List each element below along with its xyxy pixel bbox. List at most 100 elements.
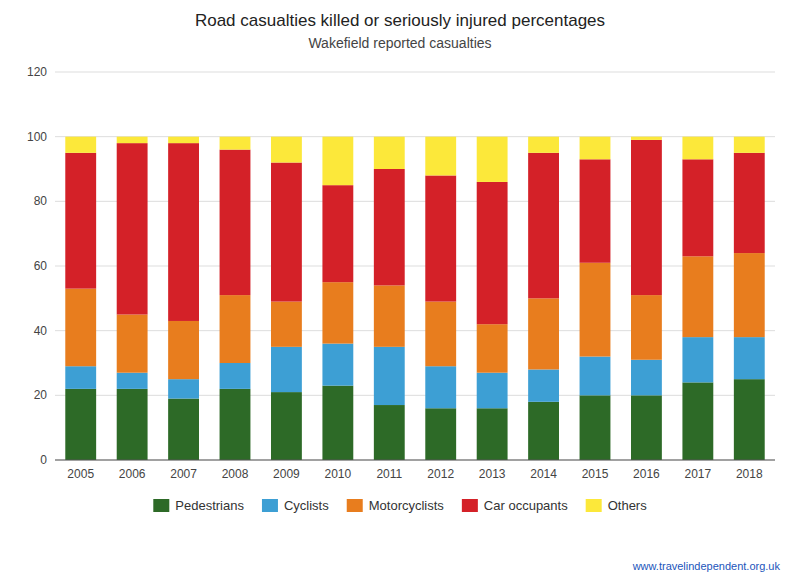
- bar-segment: [425, 408, 456, 460]
- x-tick-label: 2016: [633, 467, 660, 481]
- bar-segment: [271, 347, 302, 392]
- bar-segment: [322, 282, 353, 343]
- bar-segment: [117, 137, 148, 143]
- bar-segment: [374, 347, 405, 405]
- x-tick-label: 2014: [530, 467, 557, 481]
- bar-segment: [682, 337, 713, 382]
- bar-segment: [168, 137, 199, 143]
- bar-segment: [65, 137, 96, 153]
- bar-segment: [631, 137, 662, 140]
- x-tick-label: 2005: [67, 467, 94, 481]
- grid-line: [55, 201, 775, 202]
- legend-swatch: [153, 499, 169, 512]
- bars: [65, 137, 764, 460]
- y-tick-label: 0: [40, 453, 47, 467]
- bar-segment: [374, 405, 405, 460]
- bar-segment: [117, 389, 148, 460]
- bar-segment: [528, 137, 559, 153]
- bar-segment: [322, 344, 353, 386]
- bar-segment: [580, 159, 611, 262]
- legend-item: Others: [586, 498, 648, 513]
- grid-line: [55, 330, 775, 331]
- bar-segment: [631, 140, 662, 295]
- x-tick-label: 2007: [170, 467, 197, 481]
- bar-segment: [528, 298, 559, 369]
- bar-segment: [117, 315, 148, 373]
- bar-segment: [477, 324, 508, 373]
- bar-segment: [734, 379, 765, 460]
- grid-line: [55, 395, 775, 396]
- legend-item: Car occupants: [462, 498, 568, 513]
- bar-segment: [65, 366, 96, 389]
- grid-line: [55, 266, 775, 267]
- legend-swatch: [262, 499, 278, 512]
- bar-segment: [682, 256, 713, 337]
- y-tick-label: 80: [34, 194, 48, 208]
- y-tick-label: 100: [27, 130, 47, 144]
- bar-segment: [322, 185, 353, 282]
- bar-segment: [734, 337, 765, 379]
- bar-segment: [734, 137, 765, 153]
- bar-segment: [682, 382, 713, 460]
- bar-segment: [682, 159, 713, 256]
- bar-segment: [580, 395, 611, 460]
- title: Road casualties killed or seriously inju…: [195, 11, 605, 30]
- bar-segment: [682, 137, 713, 160]
- bar-segment: [734, 153, 765, 253]
- bar-segment: [220, 295, 251, 363]
- bar-segment: [271, 392, 302, 460]
- grid-line: [55, 460, 775, 461]
- x-tick-label: 2015: [582, 467, 609, 481]
- legend-swatch: [347, 499, 363, 512]
- bar-segment: [425, 137, 456, 176]
- legend-item: Pedestrians: [153, 498, 244, 513]
- x-tick-label: 2006: [119, 467, 146, 481]
- bar-segment: [168, 143, 199, 321]
- x-tick-label: 2008: [222, 467, 249, 481]
- bar-segment: [425, 366, 456, 408]
- bar-segment: [477, 373, 508, 409]
- bar-segment: [374, 137, 405, 169]
- bar-segment: [117, 143, 148, 314]
- x-tick-label: 2013: [479, 467, 506, 481]
- bar-segment: [220, 137, 251, 150]
- bar-segment: [374, 285, 405, 346]
- bar-segment: [425, 302, 456, 367]
- grid: [55, 72, 775, 460]
- legend-label: Motorcyclists: [369, 498, 445, 513]
- x-tick-label: 2010: [325, 467, 352, 481]
- y-tick-label: 40: [34, 324, 48, 338]
- bar-segment: [117, 373, 148, 389]
- bar-segment: [580, 263, 611, 357]
- x-tick-label: 2011: [376, 467, 402, 481]
- legend-item: Cyclists: [262, 498, 329, 513]
- legend-swatch: [462, 499, 478, 512]
- bar-segment: [65, 153, 96, 289]
- bar-segment: [271, 163, 302, 302]
- bar-segment: [65, 389, 96, 460]
- bar-segment: [425, 175, 456, 301]
- y-tick-label: 60: [34, 259, 48, 273]
- legend: Pedestrians Cyclists Motorcyclists Car occu…: [153, 498, 647, 513]
- bar-segment: [528, 153, 559, 298]
- bar-segment: [220, 363, 251, 389]
- bar-segment: [271, 302, 302, 347]
- bar-segment: [168, 399, 199, 460]
- bar-segment: [631, 295, 662, 360]
- legend-item: Motorcyclists: [347, 498, 445, 513]
- bar-segment: [580, 137, 611, 160]
- bar-segment: [477, 408, 508, 460]
- chart: Road casualties killed or seriously inju…: [0, 0, 800, 580]
- x-axis-line: [55, 460, 775, 461]
- y-tick-label: 120: [27, 65, 47, 79]
- bar-segment: [734, 253, 765, 337]
- x-tick-label: 2018: [736, 467, 763, 481]
- bar-segment: [220, 389, 251, 460]
- grid-line: [55, 136, 775, 137]
- x-tick-label: 2009: [273, 467, 300, 481]
- bar-segment: [528, 402, 559, 460]
- legend-swatch: [586, 499, 602, 512]
- bar-segment: [271, 137, 302, 163]
- bar-segment: [322, 386, 353, 460]
- subtitle: Wakefield reported casualties: [308, 35, 491, 51]
